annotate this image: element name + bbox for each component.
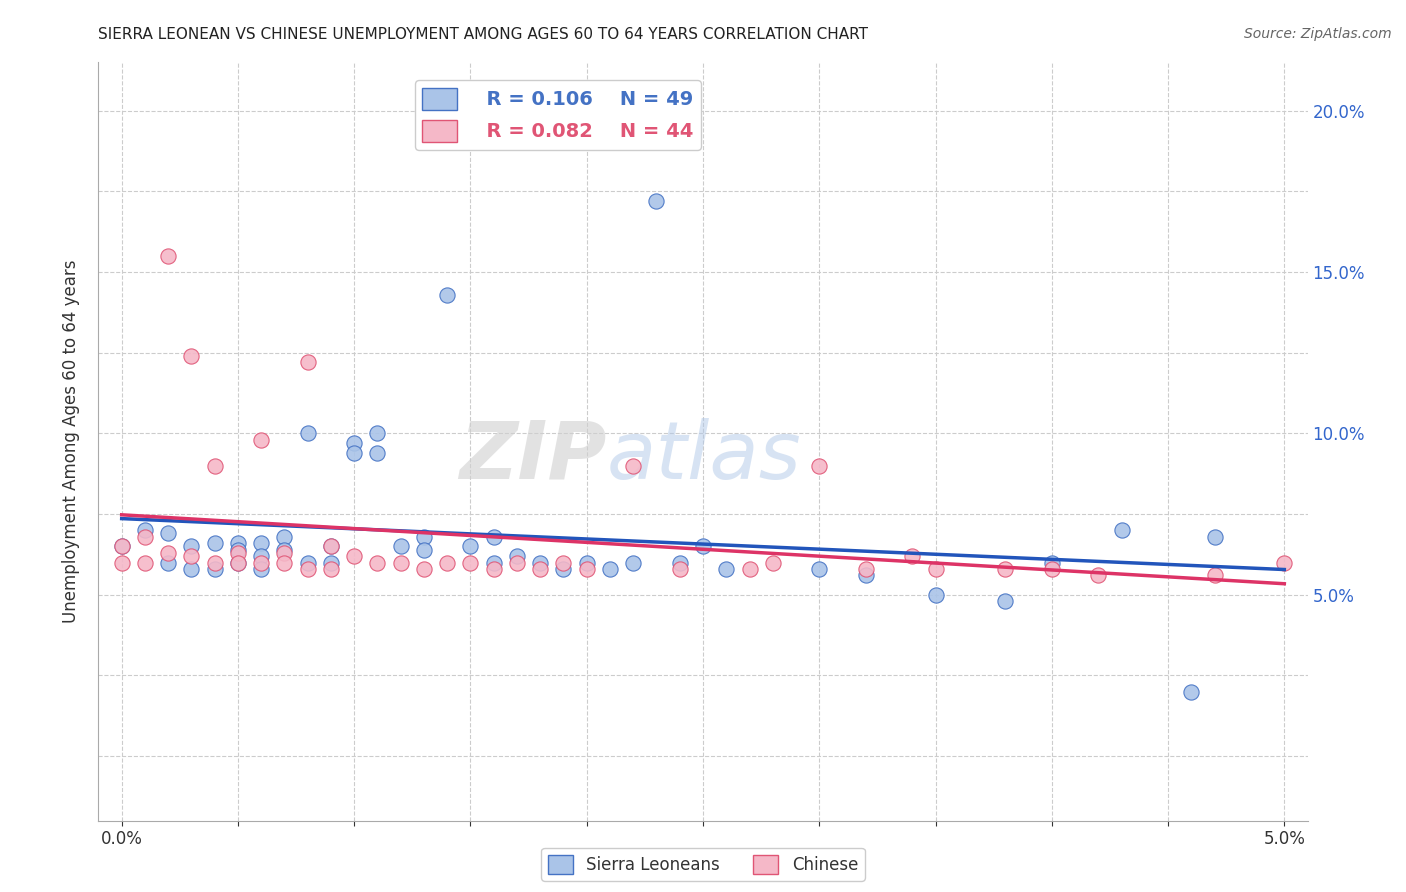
Y-axis label: Unemployment Among Ages 60 to 64 years: Unemployment Among Ages 60 to 64 years (62, 260, 80, 624)
Point (506, 556, 529, 570)
Point (808, 458, 831, 473)
Point (738, 562, 761, 576)
Point (389, 540, 412, 554)
Point (319, 540, 342, 554)
Point (111, 540, 134, 554)
Point (157, 556, 180, 570)
Point (1204, 530, 1226, 544)
Point (204, 458, 226, 473)
Point (506, 549, 529, 563)
Point (994, 594, 1017, 608)
Point (250, 562, 273, 576)
Point (599, 562, 621, 576)
Point (994, 562, 1017, 576)
Point (297, 426, 319, 441)
Point (134, 523, 156, 537)
Point (482, 562, 505, 576)
Point (157, 546, 180, 560)
Point (621, 556, 644, 570)
Point (134, 556, 156, 570)
Point (1111, 523, 1133, 537)
Point (621, 458, 644, 473)
Point (460, 556, 482, 570)
Point (1272, 556, 1295, 570)
Point (1204, 568, 1226, 582)
Point (297, 355, 319, 369)
Point (413, 542, 436, 557)
Text: ZIP: ZIP (458, 417, 606, 496)
Point (111, 556, 134, 570)
Point (319, 556, 342, 570)
Point (366, 556, 388, 570)
Point (716, 562, 738, 576)
Text: SIERRA LEONEAN VS CHINESE UNEMPLOYMENT AMONG AGES 60 TO 64 YEARS CORRELATION CHA: SIERRA LEONEAN VS CHINESE UNEMPLOYMENT A… (98, 27, 869, 42)
Point (366, 426, 388, 441)
Point (343, 549, 366, 563)
Point (482, 556, 505, 570)
Point (180, 562, 202, 576)
Point (366, 446, 388, 460)
Point (1180, 684, 1202, 698)
Point (226, 536, 249, 550)
Point (553, 556, 575, 570)
Point (111, 540, 134, 554)
Point (273, 530, 295, 544)
Point (901, 549, 924, 563)
Point (180, 349, 202, 363)
Point (343, 446, 366, 460)
Point (482, 530, 505, 544)
Point (250, 549, 273, 563)
Point (226, 556, 249, 570)
Point (157, 526, 180, 541)
Point (319, 540, 342, 554)
Point (553, 562, 575, 576)
Point (413, 530, 436, 544)
Point (529, 556, 551, 570)
Point (645, 194, 668, 209)
Point (319, 562, 342, 576)
Point (157, 249, 180, 263)
Point (924, 562, 946, 576)
Point (413, 562, 436, 576)
Point (808, 562, 831, 576)
Point (273, 556, 295, 570)
Point (460, 540, 482, 554)
Point (855, 562, 877, 576)
Point (575, 562, 598, 576)
Point (389, 556, 412, 570)
Point (297, 556, 319, 570)
Text: Source: ZipAtlas.com: Source: ZipAtlas.com (1244, 27, 1392, 41)
Point (855, 568, 877, 582)
Point (668, 556, 690, 570)
Point (250, 433, 273, 447)
Point (1040, 556, 1063, 570)
Point (1087, 568, 1109, 582)
Point (204, 562, 226, 576)
Point (692, 540, 714, 554)
Point (436, 287, 458, 301)
Legend: Sierra Leoneans, Chinese: Sierra Leoneans, Chinese (541, 848, 865, 880)
Point (180, 540, 202, 554)
Point (343, 436, 366, 450)
Point (1040, 562, 1063, 576)
Point (436, 556, 458, 570)
Point (529, 562, 551, 576)
Point (180, 549, 202, 563)
Point (250, 536, 273, 550)
Point (273, 542, 295, 557)
Point (762, 556, 785, 570)
Point (924, 588, 946, 602)
Text: atlas: atlas (606, 417, 801, 496)
Point (250, 556, 273, 570)
Point (273, 546, 295, 560)
Point (134, 530, 156, 544)
Point (204, 556, 226, 570)
Point (297, 562, 319, 576)
Point (226, 546, 249, 560)
Point (575, 556, 598, 570)
Point (226, 542, 249, 557)
Point (226, 556, 249, 570)
Point (204, 536, 226, 550)
Point (668, 562, 690, 576)
